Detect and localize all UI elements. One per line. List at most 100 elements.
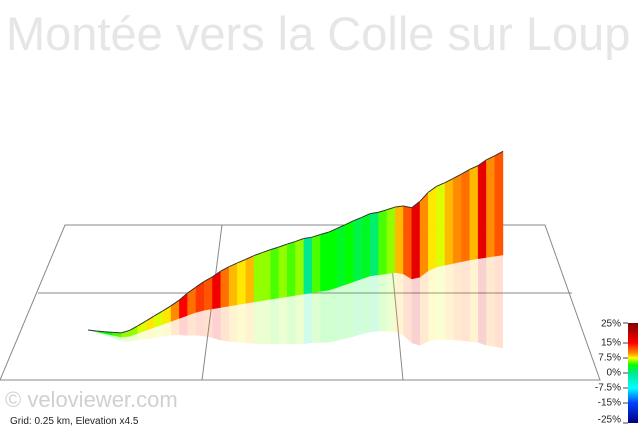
segment-edge — [494, 150, 504, 157]
segment-edge — [477, 159, 487, 167]
segment-reflection — [254, 300, 263, 344]
segment-reflection — [171, 318, 180, 336]
watermark: © veloviewer.com — [5, 387, 178, 412]
segment-reflection — [461, 260, 470, 342]
segment — [187, 286, 197, 316]
segment-edge — [436, 182, 446, 187]
segment-reflection — [436, 265, 445, 340]
segment-reflection — [353, 278, 362, 337]
segment-edge — [228, 262, 238, 268]
segment-edge — [212, 270, 222, 278]
segment-edge — [361, 213, 371, 218]
segment — [403, 205, 412, 280]
segment — [287, 241, 296, 297]
segment-reflection — [237, 303, 246, 343]
segment — [336, 224, 346, 288]
segment-reflection — [212, 307, 221, 341]
segment-reflection — [370, 274, 379, 333]
segment-reflection — [104, 333, 113, 339]
segment-edge — [328, 227, 338, 233]
segment-reflection — [162, 321, 171, 337]
segment — [378, 209, 387, 276]
segment-edge — [378, 209, 387, 213]
segment — [394, 205, 404, 275]
segment-edge — [245, 255, 255, 260]
segment-edge — [220, 266, 230, 272]
segment — [428, 185, 437, 272]
segment-reflection — [295, 294, 304, 345]
segment — [328, 228, 338, 291]
chart-title: Montée vers la Colle sur Loup — [6, 7, 630, 60]
reflection — [88, 255, 503, 349]
segment-reflection — [303, 292, 313, 345]
legend-tick-label: 0% — [607, 368, 622, 379]
segment-reflection — [121, 336, 130, 342]
segment-reflection — [478, 257, 487, 346]
segment-reflection — [154, 324, 163, 338]
legend-tick-label: 15% — [601, 338, 621, 349]
segment-edge — [303, 236, 313, 239]
segment — [270, 246, 280, 300]
legend-tick-label: -25% — [598, 415, 621, 426]
segment — [278, 243, 288, 299]
segment-edge — [419, 191, 429, 202]
segment-reflection — [469, 258, 479, 343]
segment-reflection — [179, 315, 188, 336]
segment-edge — [428, 185, 437, 193]
segment-edge — [104, 331, 113, 333]
segment-reflection — [262, 299, 271, 345]
segment-reflection — [312, 291, 321, 343]
segment-edge — [461, 168, 471, 175]
segment — [245, 255, 255, 304]
segment — [444, 178, 454, 266]
segment — [477, 159, 487, 260]
segment — [419, 191, 429, 278]
segment-reflection — [245, 302, 254, 344]
segment-edge — [386, 206, 396, 211]
footnote: Grid: 0.25 km, Elevation x4.5 — [10, 416, 139, 427]
segment-reflection — [129, 333, 138, 342]
segment-reflection — [337, 284, 346, 341]
segment-reflection — [328, 287, 337, 343]
segment-edge — [237, 258, 246, 264]
segment-reflection — [320, 290, 329, 343]
segment-edge — [178, 292, 188, 301]
segment-edge — [295, 238, 304, 242]
segment-edge — [353, 216, 363, 222]
segment-reflection — [204, 308, 213, 338]
segment-reflection — [229, 304, 238, 343]
segment-reflection — [96, 331, 105, 336]
segment — [320, 231, 329, 292]
segment-reflection — [146, 327, 155, 339]
segment-edge — [444, 178, 454, 184]
segment — [453, 173, 462, 264]
segment-edge — [395, 205, 404, 208]
segment-reflection — [420, 270, 429, 346]
segment — [212, 270, 222, 310]
segment-edge — [320, 231, 329, 236]
segment-edge — [262, 249, 271, 254]
segment-edge — [469, 165, 479, 170]
segment — [345, 220, 354, 285]
segment — [237, 259, 246, 306]
segment-edge — [203, 276, 213, 282]
segment-edge — [370, 211, 379, 215]
segment — [203, 276, 213, 311]
legend-tick-label: 25% — [601, 319, 621, 330]
segment-reflection — [486, 256, 495, 347]
segment-edge — [121, 329, 130, 334]
segment-reflection — [361, 275, 371, 335]
segment — [262, 249, 271, 301]
segment-reflection — [345, 281, 354, 339]
segment-reflection — [411, 277, 420, 346]
segment-reflection — [187, 312, 196, 336]
segment — [469, 165, 479, 261]
segment-reflection — [494, 255, 503, 349]
segment — [370, 211, 379, 277]
segment — [486, 155, 495, 258]
segment-reflection — [378, 273, 387, 332]
segment-edge — [129, 325, 139, 331]
legend-tick-label: -15% — [598, 398, 621, 409]
segment-edge — [287, 240, 296, 245]
segment-edge — [336, 224, 346, 229]
